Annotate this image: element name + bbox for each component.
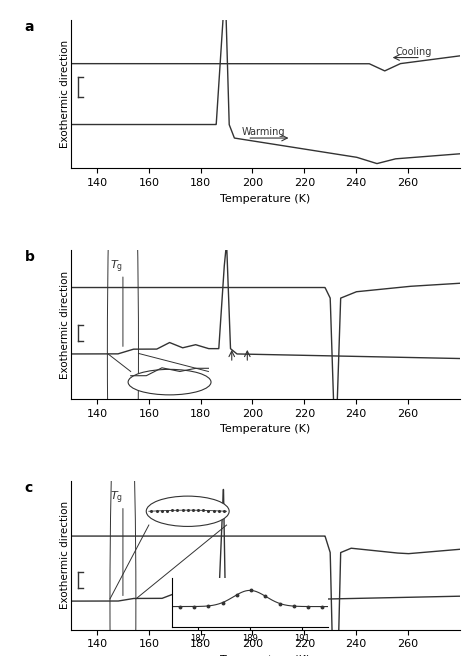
X-axis label: Temperature (K): Temperature (K) (220, 424, 310, 434)
Text: $T_{\rm g}$: $T_{\rm g}$ (110, 258, 123, 275)
Text: Cooling: Cooling (395, 47, 431, 57)
Text: a: a (25, 20, 34, 33)
Y-axis label: Exothermic direction: Exothermic direction (60, 501, 70, 609)
Y-axis label: Exothermic direction: Exothermic direction (60, 40, 70, 148)
X-axis label: Temperature (K): Temperature (K) (220, 194, 310, 204)
Text: c: c (25, 481, 33, 495)
Y-axis label: Exothermic direction: Exothermic direction (60, 271, 70, 379)
Ellipse shape (146, 496, 229, 526)
Text: b: b (25, 251, 34, 264)
Text: $T_{\rm g}$: $T_{\rm g}$ (110, 489, 123, 506)
Ellipse shape (128, 369, 211, 395)
Text: Warming: Warming (242, 127, 286, 136)
X-axis label: Temperature (K): Temperature (K) (220, 655, 310, 656)
